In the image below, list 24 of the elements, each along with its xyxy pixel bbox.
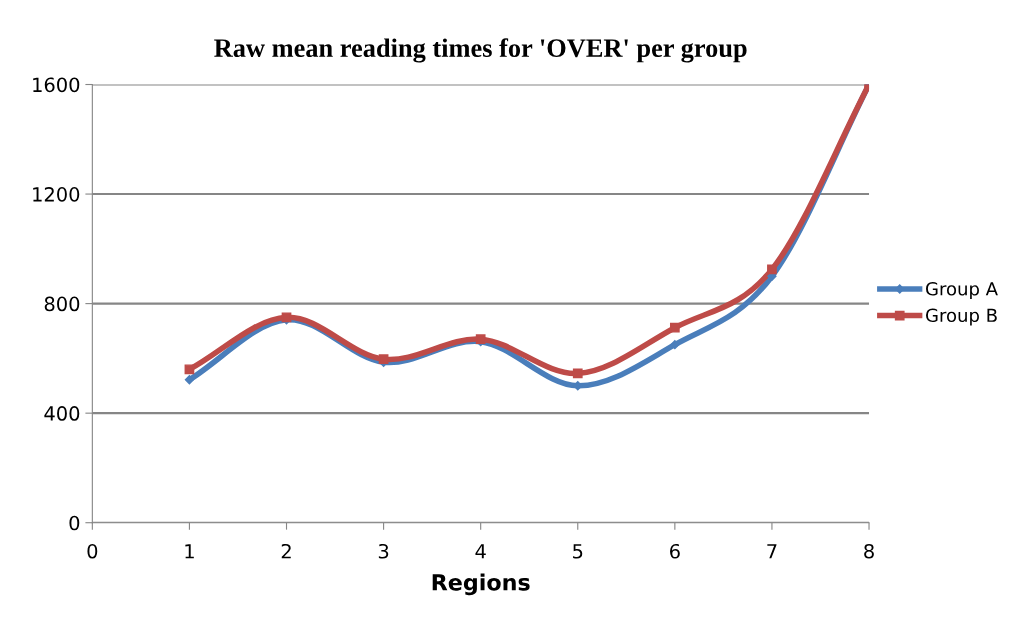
- point: [184, 364, 195, 375]
- point: [767, 264, 777, 275]
- x-tick-label: 7: [767, 544, 777, 559]
- x-tick-label: 2: [281, 543, 291, 559]
- x-axis-title: Regions: [432, 573, 530, 596]
- y-tick-label: 1200: [33, 187, 80, 202]
- point: [670, 340, 680, 350]
- legend-label: Group A: [926, 281, 998, 300]
- x-tick-label: 8: [864, 543, 874, 559]
- y-tick-label: 0: [69, 515, 80, 531]
- x-tick-label: 0: [87, 543, 98, 559]
- x-tick-label: 5: [573, 544, 583, 559]
- x-tick-label: 3: [378, 543, 389, 559]
- x-tick-label: 6: [670, 543, 680, 559]
- point: [669, 322, 680, 333]
- legend-label: Group B: [926, 308, 997, 326]
- point: [184, 375, 195, 385]
- y-tick-label: 800: [44, 296, 80, 312]
- x-tick-label: 4: [475, 544, 486, 559]
- point: [572, 368, 583, 379]
- y-tick-label: 400: [44, 406, 80, 421]
- chart-title: Raw mean reading times for 'OVER' per group: [214, 38, 747, 63]
- x-tick-label: 1: [185, 544, 194, 559]
- y-tick-label: 1600: [33, 77, 80, 93]
